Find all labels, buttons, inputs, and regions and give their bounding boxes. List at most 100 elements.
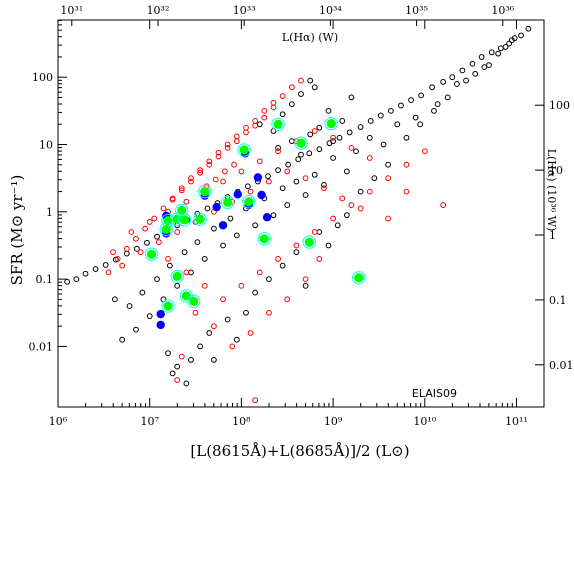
data-point-open-circle-black bbox=[449, 74, 456, 81]
data-point-open-circle-red bbox=[188, 175, 194, 182]
data-point-open-circle-red bbox=[311, 229, 318, 235]
data-point-filled-circle-green bbox=[244, 197, 254, 207]
data-point-filled-circle-green bbox=[304, 237, 314, 247]
data-point-open-circle-red bbox=[220, 178, 226, 185]
data-point-open-circle-red bbox=[403, 161, 410, 168]
data-point-open-circle-black bbox=[295, 156, 302, 163]
data-point-open-circle-black bbox=[444, 94, 451, 101]
data-point-filled-circle-green bbox=[161, 224, 171, 234]
data-point-open-circle-black bbox=[408, 97, 414, 103]
data-point-open-circle-black bbox=[353, 148, 359, 155]
data-point-open-circle-red bbox=[212, 176, 219, 183]
data-point-open-circle-black bbox=[233, 336, 240, 343]
data-point-open-circle-red bbox=[279, 93, 286, 99]
data-point-filled-circle-green bbox=[172, 271, 182, 282]
data-point-open-circle-red bbox=[339, 195, 346, 202]
data-point-open-circle-black bbox=[325, 107, 332, 114]
data-point-open-circle-red bbox=[288, 84, 295, 91]
data-point-open-circle-black bbox=[307, 131, 314, 138]
top-axis-title: L(Hα) (W) bbox=[282, 31, 338, 44]
data-point-open-circle-black bbox=[265, 173, 271, 180]
ticks-layer: 10⁶ 10⁷ 10⁸ 10⁹ 10¹⁰ 10¹¹ 0.01 0.1 1 10 100 10³¹ 10³… bbox=[29, 4, 574, 428]
data-point-open-circle-red bbox=[252, 118, 259, 124]
data-point-open-circle-black bbox=[498, 45, 504, 52]
data-point-open-circle-black bbox=[486, 62, 492, 68]
data-point-open-circle-black bbox=[154, 233, 160, 240]
data-point-ring bbox=[324, 116, 338, 131]
data-point-open-circle-red bbox=[302, 276, 309, 283]
data-point-open-circle-red bbox=[293, 242, 300, 249]
data-point-open-circle-red bbox=[366, 188, 373, 195]
data-point-filled-circle-blue bbox=[156, 309, 165, 319]
data-point-open-circle-red bbox=[247, 330, 254, 336]
data-point-open-circle-black bbox=[472, 70, 479, 77]
data-point-ring bbox=[294, 136, 308, 150]
data-point-open-circle-red bbox=[233, 133, 240, 140]
data-point-filled-circle-blue bbox=[257, 190, 266, 200]
data-point-open-circle-red bbox=[275, 148, 281, 155]
y-tick-label: 0.01 bbox=[29, 340, 54, 353]
data-point-open-circle-black bbox=[111, 296, 118, 303]
data-point-open-circle-red bbox=[133, 235, 139, 242]
data-point-open-circle-black bbox=[377, 112, 384, 119]
data-point-open-circle-red bbox=[238, 282, 245, 289]
data-point-open-circle-red bbox=[385, 215, 392, 222]
data-point-filled-circle-blue bbox=[253, 173, 263, 182]
right-tick-label: 1 bbox=[549, 229, 556, 242]
data-point-open-circle-black bbox=[459, 67, 466, 74]
data-point-open-circle-red bbox=[302, 175, 309, 182]
data-point-ring bbox=[302, 235, 316, 249]
data-point-open-circle-black bbox=[252, 289, 259, 296]
data-point-filled-circle-green bbox=[177, 205, 187, 216]
data-point-open-circle-black bbox=[275, 167, 281, 173]
data-point-open-circle-black bbox=[478, 54, 485, 60]
data-point-filled-circle-blue bbox=[262, 213, 272, 222]
data-point-open-circle-red bbox=[357, 205, 364, 212]
data-point-open-circle-black bbox=[181, 249, 188, 256]
data-point-open-circle-red bbox=[119, 262, 126, 269]
data-point-open-circle-black bbox=[336, 134, 343, 141]
data-point-filled-circle-green bbox=[326, 119, 336, 129]
data-point-filled-circle-green bbox=[200, 187, 210, 197]
data-point-open-circle-black bbox=[440, 79, 447, 85]
data-point-filled-circle-blue bbox=[218, 221, 228, 230]
data-point-open-circle-red bbox=[224, 144, 231, 151]
data-point-open-circle-red bbox=[403, 188, 410, 195]
top-tick-label: 10³³ bbox=[233, 4, 256, 17]
data-point-open-circle-black bbox=[357, 124, 364, 130]
data-point-open-circle-red bbox=[178, 185, 185, 192]
data-point-open-circle-red bbox=[146, 219, 153, 225]
data-point-open-circle-black bbox=[256, 121, 263, 128]
data-point-open-circle-black bbox=[119, 336, 126, 343]
data-point-open-circle-black bbox=[316, 146, 323, 153]
data-point-open-circle-black bbox=[417, 121, 424, 128]
points-layer bbox=[64, 25, 532, 404]
top-tick-label: 10³² bbox=[147, 4, 170, 17]
data-point-open-circle-black bbox=[506, 40, 513, 47]
data-point-open-circle-black bbox=[144, 239, 150, 246]
data-point-ring bbox=[144, 247, 159, 261]
data-point-ring bbox=[220, 195, 235, 210]
data-point-open-circle-red bbox=[123, 245, 130, 252]
data-point-open-circle-black bbox=[169, 370, 176, 377]
data-point-open-circle-black bbox=[469, 60, 476, 67]
data-point-open-circle-black bbox=[339, 118, 346, 124]
data-point-open-circle-black bbox=[343, 212, 350, 219]
y-tick-label: 0.1 bbox=[36, 273, 54, 286]
data-point-open-circle-red bbox=[197, 167, 204, 173]
data-point-filled-circle-green bbox=[259, 234, 269, 244]
data-point-open-circle-black bbox=[488, 49, 495, 56]
data-point-open-circle-red bbox=[178, 353, 185, 360]
data-point-open-circle-black bbox=[302, 282, 309, 289]
data-point-open-circle-black bbox=[102, 262, 109, 268]
data-point-open-circle-black bbox=[453, 81, 460, 87]
data-point-ring bbox=[159, 222, 173, 237]
data-point-open-circle-black bbox=[252, 222, 259, 229]
data-point-ring bbox=[193, 212, 207, 226]
data-point-ring bbox=[187, 294, 201, 309]
data-point-open-circle-red bbox=[256, 158, 263, 165]
data-point-open-circle-black bbox=[346, 129, 353, 136]
data-point-open-circle-red bbox=[210, 323, 217, 330]
data-point-open-circle-black bbox=[279, 262, 286, 269]
data-point-open-circle-black bbox=[311, 84, 318, 91]
